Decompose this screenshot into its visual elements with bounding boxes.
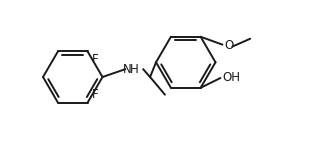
Text: O: O — [225, 39, 234, 52]
Text: N: N — [123, 63, 132, 76]
Text: H: H — [130, 63, 139, 76]
Text: F: F — [92, 88, 98, 101]
Text: F: F — [92, 53, 98, 66]
Text: OH: OH — [222, 71, 240, 85]
